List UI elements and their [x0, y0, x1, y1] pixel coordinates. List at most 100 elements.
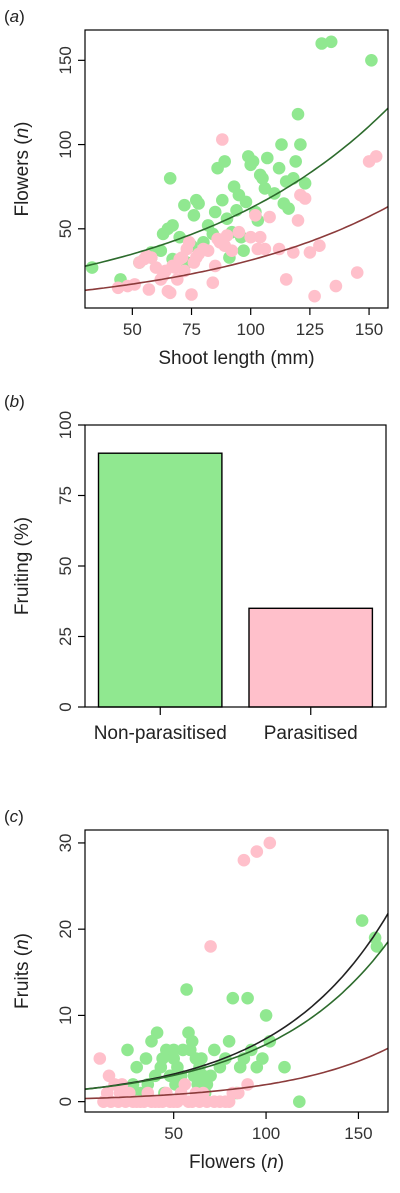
- series-parasitised: [93, 836, 277, 1108]
- y-tick-label: 10: [56, 1006, 75, 1025]
- fit-line: [84, 205, 389, 292]
- data-point: [263, 836, 277, 850]
- data-point: [204, 940, 217, 953]
- data-point: [259, 1009, 273, 1022]
- data-point: [355, 914, 369, 927]
- data-point: [272, 161, 286, 175]
- data-point: [111, 281, 125, 295]
- data-point: [253, 230, 267, 244]
- x-axis-label-part: ): [278, 1152, 284, 1173]
- data-point: [232, 225, 246, 239]
- data-point: [298, 177, 312, 190]
- y-tick-label: 0: [56, 1097, 75, 1106]
- data-point: [350, 266, 364, 279]
- y-axis-label-part: n: [12, 128, 33, 139]
- category-label: Non-parasitised: [94, 723, 227, 744]
- x-axis-label: Shoot length (mm): [158, 348, 314, 369]
- category-label: Parasitised: [264, 723, 358, 744]
- panel-label-part: ): [19, 7, 25, 26]
- data-point: [282, 202, 295, 215]
- data-point: [250, 845, 264, 858]
- data-point: [256, 172, 269, 185]
- x-axis-label: Flowers (n): [189, 1152, 284, 1173]
- data-point: [195, 1052, 208, 1065]
- panel-b: (b) Non-parasitised Parasitised 0 25 50 75 100 F…: [4, 392, 387, 744]
- data-point: [206, 276, 220, 290]
- y-tick-label: 25: [56, 627, 75, 646]
- data-point: [185, 1035, 199, 1048]
- data-point: [150, 1026, 164, 1039]
- data-point: [139, 1052, 153, 1065]
- fit-line: [84, 1047, 389, 1100]
- data-point: [315, 37, 329, 50]
- x-axis-label-part: Flowers (: [189, 1152, 268, 1173]
- y-tick-label: 100: [56, 411, 75, 439]
- bar-non_parasitised: [97, 452, 223, 708]
- data-point: [289, 155, 303, 168]
- data-point: [291, 107, 305, 121]
- y-axis-label-part: n: [12, 939, 33, 950]
- panel-label-part: (: [4, 392, 10, 411]
- x-axis-label-part: Shoot length (mm): [158, 348, 314, 369]
- data-point: [244, 230, 257, 244]
- data-point: [187, 209, 201, 222]
- y-tick-label: 30: [56, 833, 75, 852]
- data-point: [261, 151, 274, 165]
- data-point: [192, 197, 205, 210]
- data-point: [142, 283, 156, 296]
- data-point: [149, 261, 163, 274]
- data-point: [185, 288, 198, 301]
- x-tick-label: 75: [182, 320, 201, 339]
- x-tick-label: 100: [237, 320, 265, 339]
- y-axis-label: Fruiting (%): [12, 517, 33, 615]
- panel-label-part: ): [18, 807, 24, 826]
- x-tick-label: 150: [355, 320, 383, 339]
- panel-label-part: c: [10, 807, 19, 826]
- data-point: [329, 279, 343, 293]
- data-point: [220, 229, 234, 242]
- data-point: [249, 209, 262, 222]
- data-point: [232, 1086, 245, 1100]
- data-point: [246, 155, 260, 168]
- x-tick-label: 50: [123, 320, 142, 339]
- data-point: [287, 172, 300, 185]
- fit-line: [84, 107, 389, 267]
- data-point: [324, 35, 338, 49]
- data-point: [241, 991, 254, 1005]
- panel-label: (b): [4, 392, 25, 411]
- data-point: [293, 1095, 306, 1108]
- data-point: [369, 150, 383, 163]
- data-point: [239, 195, 253, 209]
- panel-label-part: (: [4, 807, 10, 826]
- data-point: [226, 991, 240, 1005]
- data-point: [263, 210, 276, 224]
- data-point: [237, 244, 250, 257]
- x-tick-label: 125: [296, 320, 324, 339]
- data-point: [145, 251, 158, 264]
- data-point: [208, 1043, 221, 1057]
- data-point: [256, 1052, 269, 1065]
- data-point: [279, 273, 293, 286]
- data-point: [291, 214, 305, 227]
- x-tick-label: 100: [252, 1124, 280, 1143]
- data-point: [163, 172, 177, 185]
- y-axis-label-part: Flowers (: [12, 138, 33, 217]
- y-axis-label-part: Fruits (: [12, 949, 33, 1009]
- data-point: [275, 138, 288, 151]
- data-point: [93, 1052, 107, 1065]
- y-axis-label-part: ): [12, 121, 33, 127]
- y-axis-label: Fruits (n): [12, 933, 33, 1009]
- data-point: [258, 242, 272, 256]
- data-point: [216, 133, 229, 146]
- x-tick-label: 150: [344, 1124, 372, 1143]
- data-point: [121, 1043, 134, 1057]
- y-axis-label: Flowers (n): [12, 121, 33, 216]
- y-tick-label: 100: [56, 130, 75, 158]
- data-point: [365, 54, 378, 67]
- data-point: [313, 239, 326, 252]
- panel-label: (a): [4, 7, 25, 26]
- y-tick-label: 75: [56, 486, 75, 505]
- panel-label-part: b: [10, 392, 19, 411]
